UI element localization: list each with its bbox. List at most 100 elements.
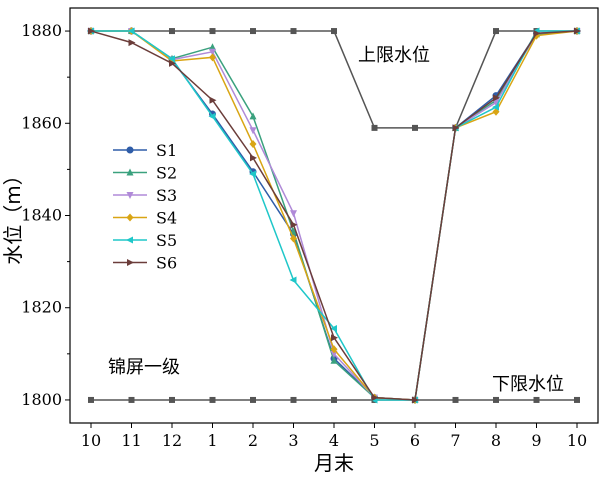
data-point <box>209 53 216 62</box>
data-point <box>371 394 379 402</box>
legend-swatch-marker <box>126 168 134 176</box>
upper-limit-point <box>412 124 418 131</box>
x-tick-label: 6 <box>410 431 420 450</box>
x-tick-label: 9 <box>531 431 541 450</box>
y-axis: 1800 1820 1840 1860 1880 <box>21 21 70 409</box>
y-tick-label: 1820 <box>21 298 62 317</box>
x-tick-label: 12 <box>162 431 182 450</box>
x-tick-label: 8 <box>491 431 501 450</box>
lower-limit-point <box>128 396 135 403</box>
data-point <box>209 43 216 51</box>
legend-label: S6 <box>156 254 177 273</box>
lower-limit-point <box>574 396 580 403</box>
annotation-upper-limit: 上限水位 <box>358 45 430 66</box>
legend-swatch-marker <box>127 259 134 266</box>
x-tick-label: 5 <box>369 431 379 450</box>
data-point <box>128 39 136 47</box>
legend-item-s1: S1 <box>113 141 177 160</box>
legend-item-s4: S4 <box>113 209 177 228</box>
data-point <box>492 103 499 111</box>
legend-label: S4 <box>156 209 177 228</box>
legend: S1 S2 S3 S4 S5 S6 <box>113 141 177 273</box>
lower-limit-point <box>290 396 297 403</box>
lower-limit-point <box>331 396 337 403</box>
legend-label: S3 <box>156 186 177 205</box>
x-tick-label: 3 <box>288 431 298 450</box>
legend-swatch-marker <box>126 146 134 154</box>
x-tick-label: 7 <box>450 431 460 450</box>
lower-limit-point <box>533 396 540 403</box>
annotation-lower-limit: 下限水位 <box>492 374 564 395</box>
upper-limit-point <box>493 28 499 35</box>
x-tick-label: 2 <box>248 431 258 450</box>
data-point <box>168 55 175 63</box>
lower-limit-point <box>209 396 216 403</box>
x-tick-label: 10 <box>567 431 587 450</box>
data-point <box>289 276 297 284</box>
y-axis-title: 水位（m） <box>1 165 25 264</box>
data-point <box>169 59 176 67</box>
legend-item-s3: S3 <box>113 186 177 205</box>
upper-limit-point <box>250 28 256 35</box>
y-tick-label: 1860 <box>21 113 62 132</box>
lower-limit-point <box>88 396 94 403</box>
data-point <box>330 324 337 332</box>
data-point <box>209 96 217 104</box>
x-tick-label: 10 <box>81 431 101 450</box>
y-tick-label: 1800 <box>21 390 62 409</box>
legend-item-s2: S2 <box>113 164 177 183</box>
data-point <box>290 221 298 229</box>
legend-item-s6: S6 <box>113 254 177 273</box>
data-point <box>208 112 216 120</box>
data-point <box>330 356 338 364</box>
legend-swatch-marker <box>126 192 134 199</box>
data-point <box>249 170 256 178</box>
upper-limit-point <box>331 28 337 35</box>
data-point <box>127 27 135 35</box>
upper-limit-point <box>209 28 216 35</box>
x-tick-label: 11 <box>121 431 141 450</box>
data-point <box>412 396 419 404</box>
data-point <box>88 27 95 35</box>
legend-label: S1 <box>156 141 177 160</box>
lower-limit-line <box>88 396 580 403</box>
legend-label: S2 <box>156 164 177 183</box>
data-point <box>209 48 216 56</box>
upper-limit-path <box>91 30 577 129</box>
lower-limit-point <box>452 396 459 403</box>
lower-limit-point <box>250 396 256 403</box>
y-tick-label: 1840 <box>21 206 62 225</box>
data-point <box>290 234 297 243</box>
data-point <box>249 127 257 135</box>
data-point <box>249 140 257 149</box>
data-point <box>330 350 338 358</box>
data-point <box>492 99 500 107</box>
x-tick-label: 1 <box>207 431 217 450</box>
data-point <box>330 345 338 354</box>
legend-item-s5: S5 <box>113 231 177 250</box>
lower-limit-point <box>493 396 499 403</box>
x-axis: 10 11 12 1 2 3 4 5 6 7 8 9 10 <box>81 423 587 450</box>
series-s6 <box>88 27 581 404</box>
data-point <box>249 112 257 120</box>
data-point <box>533 29 541 37</box>
data-point <box>493 94 500 102</box>
legend-swatch-marker <box>126 236 133 244</box>
data-point <box>250 154 257 162</box>
upper-limit-point <box>290 28 297 35</box>
x-axis-title: 月末 <box>314 451 354 475</box>
legend-label: S5 <box>156 231 177 250</box>
data-point <box>574 27 581 35</box>
data-point <box>290 210 297 218</box>
data-point <box>331 334 338 342</box>
legend-swatch-marker <box>126 213 134 222</box>
annotation-station: 锦屏一级 <box>108 357 180 378</box>
x-tick-label: 4 <box>329 431 339 450</box>
y-tick-label: 1880 <box>21 21 62 40</box>
series-group <box>87 27 581 404</box>
upper-limit-point <box>169 28 175 35</box>
lower-limit-point <box>169 396 175 403</box>
upper-limit-point <box>371 124 378 131</box>
data-point <box>452 124 460 132</box>
